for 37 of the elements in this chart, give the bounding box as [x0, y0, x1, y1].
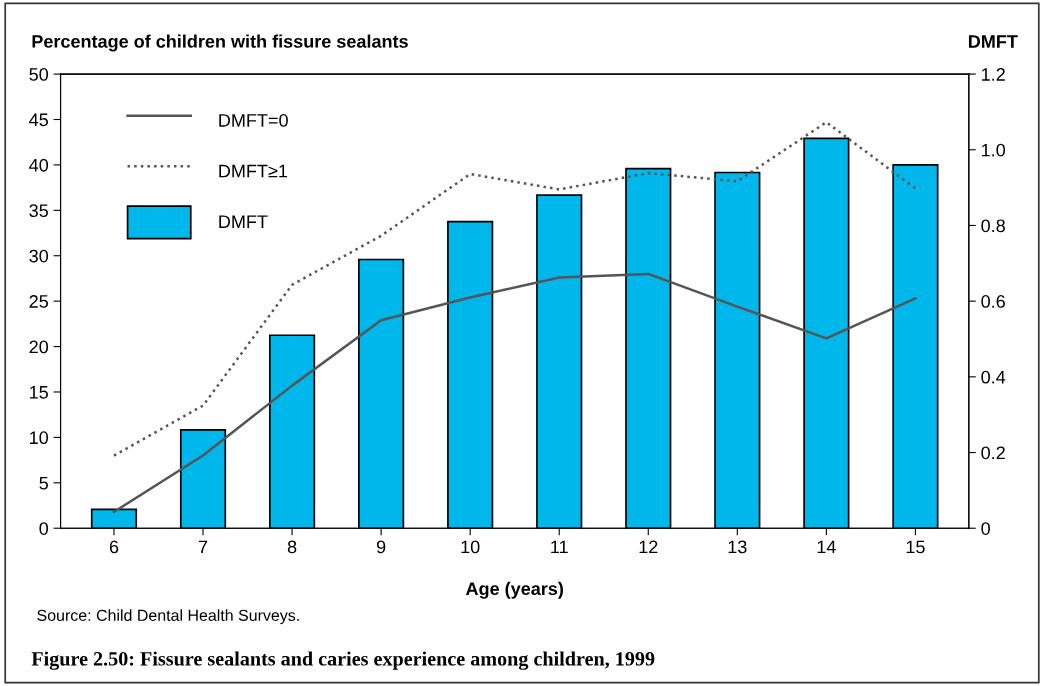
x-tick-label: 13	[728, 540, 747, 554]
x-tick-label: 10	[461, 540, 480, 554]
x-axis-title: Age (years)	[465, 581, 563, 599]
y2-tick-label: 1.2	[982, 68, 1005, 81]
y2-tick-label: 1.0	[982, 143, 1006, 157]
x-tick-label: 7	[198, 540, 208, 554]
x-tick-label: 12	[639, 540, 658, 554]
x-tick-label: 14	[817, 540, 836, 554]
text: Figure 2.50: Fissure sealants and caries experience among children, 1999	[31, 651, 655, 670]
y-tick-label: 45	[29, 113, 48, 127]
y-tick-label: 50	[29, 68, 49, 81]
y-tick-label: 25	[29, 295, 48, 308]
x-tick-label: 6	[109, 540, 119, 554]
y2-tick-label: 0.4	[981, 370, 1006, 384]
y-tick-label: 15	[30, 386, 48, 399]
y2-tick-label: 0.8	[981, 219, 1005, 233]
y-tick-label: 35	[29, 204, 48, 218]
x-tick-label: 8	[287, 540, 297, 554]
y2-tick-label: 0	[981, 522, 990, 535]
y2-axis-title: DMFT	[968, 35, 1018, 48]
y2-tick-label: 0.2	[981, 446, 1005, 460]
x-tick-label: 9	[376, 540, 386, 554]
y-tick-label: 20	[29, 340, 49, 354]
line-series	[112, 272, 917, 514]
y2-tick-label: 0.6	[981, 295, 1005, 308]
y-tick-label: 5	[39, 476, 48, 490]
y-tick-label: 10	[30, 431, 49, 445]
source-note: Source: Child Dental Health Surveys.	[37, 609, 299, 625]
legend-label: DMFT≥1	[219, 164, 288, 178]
y-tick-label: 0	[39, 522, 49, 535]
y-tick-label: 30	[29, 249, 49, 263]
y-axis-title: Percentage of children with fissure sealants	[32, 34, 408, 52]
x-tick-label: 15	[906, 540, 925, 554]
x-tick-label: 11	[551, 540, 568, 554]
legend-label: DMFT=0	[219, 114, 288, 127]
legend-label: DMFT	[219, 215, 268, 228]
y-tick-label: 40	[29, 158, 49, 172]
